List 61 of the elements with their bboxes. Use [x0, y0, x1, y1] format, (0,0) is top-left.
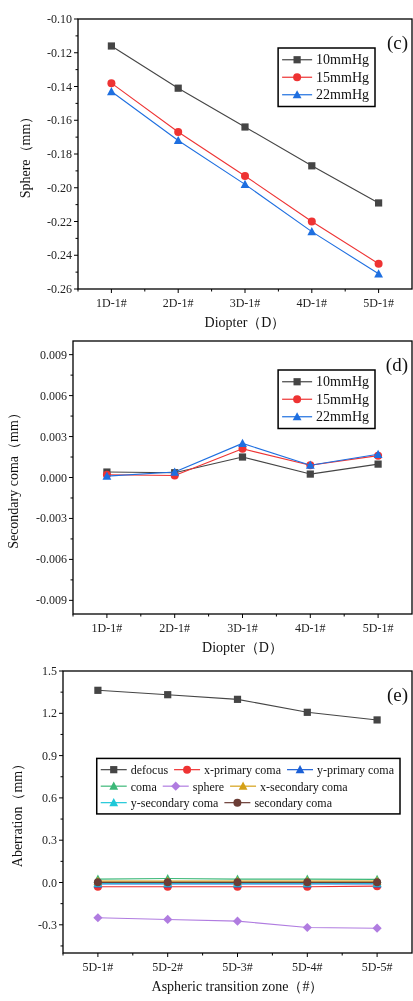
legend-label: sphere	[192, 779, 225, 794]
y-tick-label: -0.22	[47, 214, 72, 229]
x-tick-label: 3D-1#	[229, 296, 261, 310]
x-tick-label: 3D-1#	[227, 621, 258, 635]
y-tick-label: -0.003	[36, 511, 67, 526]
annotation: (e)	[386, 684, 408, 706]
x-axis-title: Diopter（D）	[202, 640, 283, 655]
y-tick-label: 1.2	[42, 706, 57, 721]
y-axis-title: Sphere（mm）	[18, 109, 33, 199]
x-tick-label: 5D-5#	[361, 960, 393, 974]
y-tick-label: 0.0	[42, 875, 57, 890]
annotation: (c)	[386, 32, 408, 54]
annotation: (d)	[385, 354, 408, 376]
y-tick-label: -0.12	[47, 45, 72, 60]
x-tick-label: 5D-2#	[152, 960, 184, 974]
y-tick-label: -0.20	[47, 180, 72, 195]
x-tick-label: 5D-1#	[363, 296, 394, 310]
y-axis-title: Aberration（mm）	[10, 756, 25, 868]
x-tick-label: 5D-3#	[222, 960, 253, 974]
y-tick-label: 0.000	[40, 470, 67, 485]
legend-label: 15mmHg	[316, 69, 369, 85]
y-tick-label: -0.26	[47, 282, 72, 296]
y-tick-label: -0.009	[36, 593, 67, 608]
x-tick-label: 2D-1#	[162, 296, 194, 310]
y-axis-title: Secondary coma（mm）	[6, 406, 21, 549]
legend-label: y-secondary coma	[130, 796, 220, 811]
legend-label: 10mmHg	[316, 52, 369, 68]
x-tick-label: 2D-1#	[159, 621, 191, 635]
x-tick-label: 5D-1#	[362, 621, 394, 635]
legend-label: 22mmHg	[316, 409, 369, 425]
x-tick-label: 4D-1#	[294, 621, 326, 635]
y-tick-label: 0.009	[40, 347, 67, 362]
y-tick-label: -0.16	[47, 113, 72, 128]
x-tick-label: 4D-1#	[296, 296, 328, 310]
legend-label: coma	[130, 779, 158, 794]
legend-label: 10mmHg	[316, 374, 369, 390]
y-tick-label: 0.6	[42, 790, 57, 805]
legend-label: y-primary coma	[317, 763, 395, 778]
x-tick-label: 5D-1#	[82, 960, 114, 974]
y-tick-label: -0.3	[38, 917, 57, 932]
y-tick-label: 0.3	[42, 833, 57, 848]
x-axis-title: Diopter（D）	[204, 315, 286, 330]
x-tick-label: 1D-1#	[96, 296, 127, 310]
y-tick-label: 0.006	[40, 388, 67, 403]
legend-label: secondary coma	[254, 796, 333, 811]
y-tick-label: 1.5	[42, 664, 57, 678]
y-tick-label: -0.18	[47, 147, 72, 161]
y-tick-label: -0.10	[47, 12, 72, 26]
legend-label: x-secondary coma	[260, 779, 349, 794]
y-tick-label: -0.24	[47, 248, 72, 263]
x-tick-label: 5D-4#	[291, 960, 323, 974]
y-tick-label: 0.9	[42, 748, 57, 763]
x-axis-title: Aspheric transition zone（#）	[151, 979, 324, 994]
legend-label: 15mmHg	[316, 391, 369, 407]
legend-label: 22mmHg	[316, 87, 369, 103]
y-tick-label: 0.003	[40, 429, 67, 444]
y-tick-label: -0.14	[47, 79, 72, 94]
legend-label: defocus	[130, 763, 169, 778]
x-tick-label: 1D-1#	[91, 621, 123, 635]
legend-label: x-primary coma	[204, 763, 282, 778]
y-tick-label: -0.006	[36, 552, 67, 567]
